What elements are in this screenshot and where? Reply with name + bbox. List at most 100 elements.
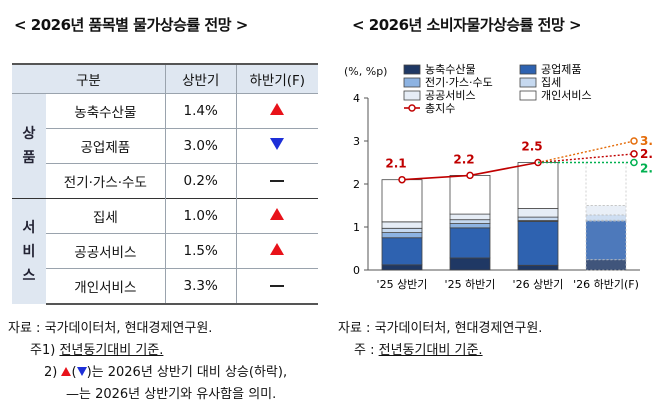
left-source-note: 자료 : 국가데이터처, 현대경제연구원.: [8, 321, 213, 336]
table-row: 서비스 집세 1.0%: [12, 198, 318, 304]
y-tick-label: 2: [353, 178, 360, 191]
x-tick-label: '25 상반기: [377, 278, 428, 291]
bar-segment: [517, 162, 559, 209]
forecast-point: [630, 150, 638, 158]
table-row: 상품 농축수산물 1.4%: [12, 93, 318, 199]
table-row: 공공서비스 1.5%: [12, 233, 318, 269]
bar-segment: [449, 219, 491, 224]
left-note-2: 2) ()는 2026년 상반기 대비 상승(하락),: [44, 365, 288, 380]
x-tick-label: '25 하반기: [445, 277, 496, 291]
x-tick-label: '26 하반기(F): [573, 277, 639, 291]
y-tick-label: 0: [353, 264, 360, 277]
right-source-note: 자료 : 국가데이터처, 현대경제연구원.: [338, 321, 543, 336]
bar-segment: [381, 227, 423, 233]
header-group: 구분: [12, 63, 166, 94]
legend-label: 집세: [541, 76, 561, 89]
forecast-line: [537, 153, 635, 164]
x-tick-label: '26 상반기: [513, 278, 564, 291]
direction-cell: [235, 93, 318, 129]
bar-segment: [449, 223, 491, 229]
forecast-label: 3.0: [640, 134, 652, 148]
legend-label: 공공서비스: [425, 89, 476, 102]
item-value: 0.2%: [164, 163, 237, 199]
left-notes: 자료 : 국가데이터처, 현대경제연구원. 주1) 전년동기대비 기준. 2) …: [8, 318, 287, 406]
legend-swatch: [403, 77, 421, 88]
legend-total-marker: [408, 104, 416, 112]
item-forecast-table: 구분 상반기 하반기(F) 상품 농축수산물 1.4% 공업제품 3.0% 전기…: [12, 63, 318, 305]
y-axis-label: (%, %p): [344, 65, 387, 78]
legend-label: 전기·가스·수도: [425, 76, 493, 89]
legend-label: 총지수: [425, 102, 455, 115]
bar-segment: [381, 179, 423, 223]
item-value: 1.0%: [164, 198, 237, 234]
bar-segment: [449, 257, 491, 271]
direction-cell: [235, 163, 318, 199]
legend-label: 공업제품: [541, 63, 581, 76]
total-index-label: 2.1: [385, 157, 406, 171]
item-label: 농축수산물: [45, 93, 166, 129]
down-arrow-icon: [76, 367, 87, 376]
item-value: 3.0%: [164, 128, 237, 164]
y-tick-label: 4: [353, 92, 360, 105]
group-services: 서비스: [12, 198, 46, 304]
right-note: 주 : 전년동기대비 기준.: [354, 343, 483, 358]
group-goods: 상품: [12, 93, 46, 199]
item-label: 공공서비스: [45, 233, 166, 269]
table-row: 전기·가스·수도 0.2%: [12, 163, 318, 199]
total-index-point: [466, 171, 474, 180]
header-second-half: 하반기(F): [235, 63, 318, 94]
total-index-label: 2.5: [521, 140, 542, 154]
bar-segment: [585, 259, 627, 271]
item-label: 집세: [45, 198, 166, 234]
left-panel-title: < 2026년 품목별 물가상승률 전망 >: [14, 16, 248, 34]
item-value: 1.5%: [164, 233, 237, 269]
legend-swatch: [403, 90, 421, 101]
forecast-label: 2.7: [640, 147, 652, 161]
bar-segment: [381, 232, 423, 239]
direction-cell: [235, 198, 318, 234]
forecast-point: [630, 158, 638, 167]
cpi-forecast-chart: (%, %p) 0 1 2 3 4 '25 상반기 '25 하반기 '26 상반기 '26 하반기…: [344, 63, 652, 291]
up-arrow-icon: [61, 367, 72, 376]
right-notes: 자료 : 국가데이터처, 현대경제연구원. 주 : 전년동기대비 기준.: [338, 318, 542, 362]
forecast-label: 2.5: [640, 162, 652, 176]
bar-segment: [381, 237, 423, 266]
y-tick-label: 3: [353, 135, 360, 148]
bar-segment: [585, 162, 627, 206]
bar-segment: [517, 216, 559, 221]
left-note-2b: —는 2026년 상반기와 유사함을 의미.: [66, 387, 277, 402]
forecast-line: [537, 140, 635, 164]
bar-segment: [517, 221, 559, 266]
item-label: 전기·가스·수도: [45, 163, 166, 199]
bar-segment: [381, 221, 423, 229]
bar-segment: [517, 208, 559, 218]
legend-label: 농축수산물: [425, 63, 476, 76]
legend-label: 개인서비스: [541, 89, 592, 102]
dash-icon: [270, 180, 285, 182]
table-row: 공업제품 3.0%: [12, 128, 318, 164]
bar-segment: [585, 214, 627, 221]
legend-swatch: [519, 77, 537, 88]
down-arrow-icon: [270, 138, 285, 150]
bar-segment: [585, 220, 627, 261]
total-index-label: 2.2: [453, 152, 474, 166]
up-arrow-icon: [270, 103, 285, 115]
header-first-half: 상반기: [164, 63, 237, 94]
up-arrow-icon: [270, 243, 285, 255]
table-header-row: 구분 상반기 하반기(F): [12, 63, 318, 94]
direction-cell: [235, 128, 318, 164]
bar-segment: [449, 227, 491, 259]
item-value: 3.3%: [164, 268, 237, 305]
left-note-1: 주1) 전년동기대비 기준.: [30, 343, 164, 358]
table-row: 개인서비스 3.3%: [12, 268, 318, 305]
bar-segment: [381, 264, 423, 271]
dash-icon: [270, 285, 285, 287]
direction-cell: [235, 233, 318, 269]
bar-segment: [517, 264, 559, 271]
legend-swatch: [519, 64, 537, 75]
direction-cell: [235, 268, 318, 305]
item-label: 공업제품: [45, 128, 166, 164]
legend-swatch: [519, 90, 537, 101]
bar-segment: [585, 205, 627, 216]
legend-swatch: [403, 64, 421, 75]
